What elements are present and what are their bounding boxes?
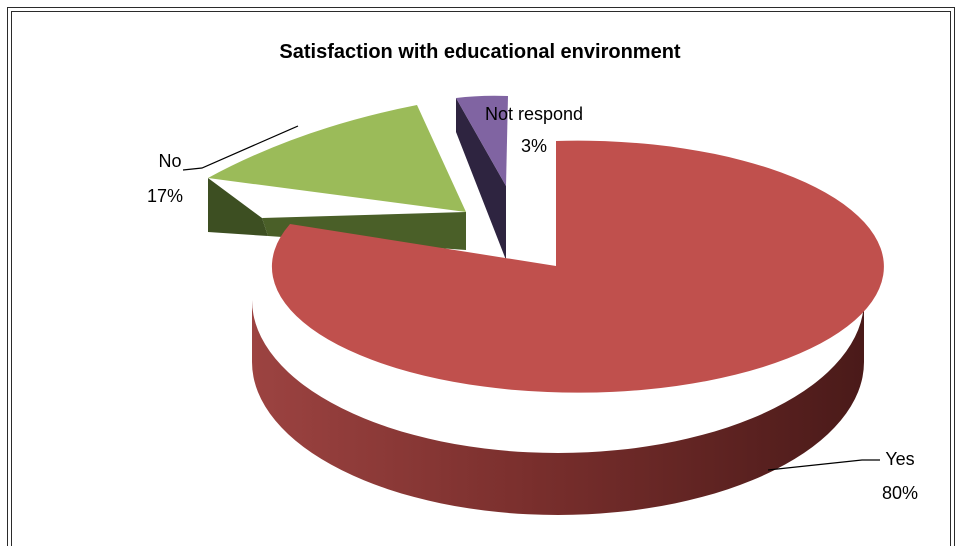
leader-line-yes xyxy=(767,459,880,471)
slice-no-side-front xyxy=(262,212,466,250)
chart-inner-border xyxy=(11,11,951,546)
label-yes-percent: 80% xyxy=(882,483,918,503)
slice-not-respond-side xyxy=(456,98,506,260)
label-not-respond-percent: 3% xyxy=(521,136,547,156)
pie-slice-yes xyxy=(252,140,884,515)
label-yes-name: Yes xyxy=(885,449,914,469)
chart-frame xyxy=(7,7,955,546)
pie-slice-not-respond xyxy=(456,95,508,260)
pie-slice-no xyxy=(208,105,466,250)
label-not-respond-name: Not respond xyxy=(485,104,583,124)
label-no-percent: 17% xyxy=(147,186,183,206)
slice-yes-top xyxy=(271,140,884,393)
slice-no-side-left xyxy=(208,178,268,236)
label-no-name: No xyxy=(158,151,181,171)
slice-not-respond-top xyxy=(456,95,508,186)
slice-yes-side xyxy=(252,300,864,515)
chart-title: Satisfaction with educational environmen… xyxy=(279,41,681,63)
leader-line-no xyxy=(182,125,299,171)
slice-no-top xyxy=(208,105,466,212)
